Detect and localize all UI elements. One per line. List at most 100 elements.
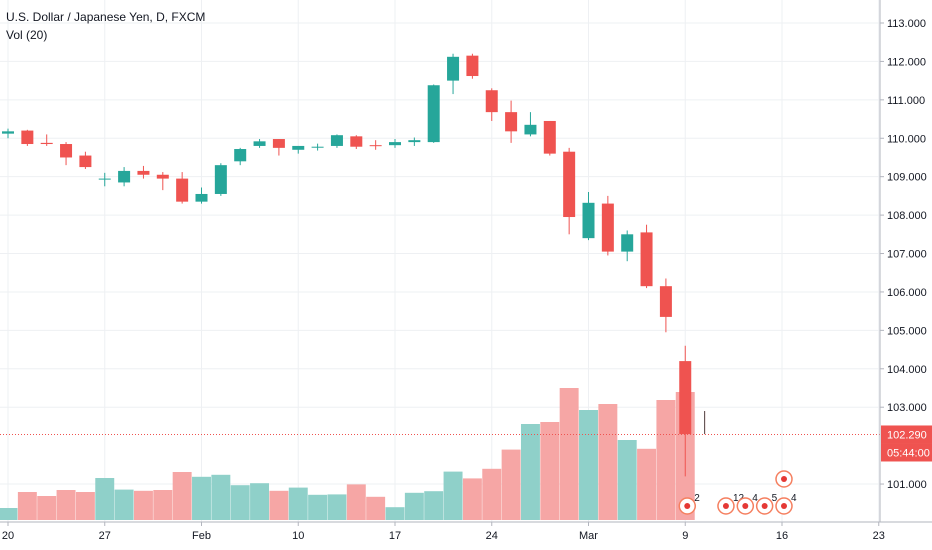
- candle-body: [601, 203, 614, 252]
- event-count: 2: [694, 493, 700, 504]
- time-tick-label: 27: [99, 530, 111, 542]
- volume-bar: [327, 494, 347, 520]
- volume-bar: [637, 448, 657, 520]
- candle-body: [234, 149, 247, 162]
- volume-bar: [37, 496, 57, 520]
- candle-body: [563, 151, 576, 218]
- candle-body: [98, 178, 111, 180]
- event-markers: 2 12 4 5 4: [678, 470, 797, 515]
- time-tick-label: 17: [389, 530, 401, 542]
- candle-body: [621, 234, 634, 252]
- price-tick-label: 103.000: [887, 402, 927, 414]
- volume-bar: [346, 484, 366, 520]
- volume-bar: [424, 491, 444, 520]
- volume-bar: [230, 485, 250, 520]
- candle-body: [137, 170, 150, 175]
- volume-bar: [211, 474, 231, 520]
- candle-body: [408, 140, 421, 143]
- time-axis-bg: [0, 522, 932, 550]
- volume-bar: [559, 388, 579, 520]
- event-dot: [781, 503, 787, 509]
- time-axis: 20 27 Feb 10 17 24 Mar 9 16 23: [0, 521, 932, 550]
- time-tick-label: Feb: [192, 530, 211, 542]
- last-price-badge: [881, 425, 932, 444]
- volume-bar: [617, 440, 637, 520]
- candle-body: [505, 112, 518, 132]
- candle-body: [40, 142, 53, 145]
- candle-body: [272, 139, 285, 148]
- candle-body: [350, 136, 363, 147]
- volume-bar: [385, 507, 405, 520]
- price-axis-bg: [880, 0, 932, 550]
- time-tick-label: 10: [292, 530, 304, 542]
- time-tick-label: 16: [776, 530, 788, 542]
- event-count: 5: [772, 493, 778, 504]
- event-count: 4: [752, 493, 758, 504]
- volume-bar: [56, 490, 76, 520]
- price-tick-label: 105.000: [887, 325, 927, 337]
- volume-bar: [192, 476, 211, 520]
- volume-bar: [540, 422, 560, 520]
- event-dot: [722, 503, 729, 509]
- price-tick-label: 101.000: [887, 479, 927, 491]
- volume-bar: [598, 404, 618, 520]
- volume-bar: [17, 492, 37, 520]
- event-dot: [742, 503, 749, 509]
- price-tick-label: 104.000: [887, 364, 927, 376]
- symbol-title[interactable]: U.S. Dollar / Japanese Yen, D, FXCM: [6, 10, 206, 24]
- candle-body: [118, 170, 131, 183]
- candle-body: [679, 361, 692, 435]
- candle-body: [524, 124, 537, 135]
- volume-bar: [579, 410, 598, 520]
- event-count: 12: [733, 493, 745, 504]
- volume-label[interactable]: Vol (20): [6, 28, 48, 42]
- price-tick-label: 113.000: [887, 18, 926, 30]
- volume-bar: [366, 496, 386, 520]
- price-tick-label: 112.000: [887, 56, 926, 68]
- volume-bar: [520, 424, 540, 520]
- candle-body: [21, 130, 34, 145]
- candle-body: [311, 146, 324, 148]
- candle-body: [60, 144, 73, 158]
- price-tick-label: 108.000: [887, 210, 927, 222]
- candle-body: [640, 232, 653, 287]
- candle-body: [330, 135, 343, 146]
- grid: [0, 0, 880, 522]
- candle-body: [195, 193, 208, 202]
- volume-bar: [656, 400, 676, 520]
- event-dot: [781, 476, 787, 482]
- candle-body: [156, 174, 169, 179]
- candle-body: [176, 178, 189, 202]
- event-count: 4: [791, 493, 797, 504]
- candle-body: [485, 90, 498, 113]
- candle-body: [253, 141, 266, 146]
- candle-body: [214, 165, 227, 194]
- last-price-label: 102.290: [887, 429, 927, 441]
- volume-bar: [133, 490, 153, 520]
- time-tick-label: 9: [682, 530, 688, 542]
- volume-bar: [404, 492, 424, 520]
- volume-bar: [288, 487, 308, 520]
- price-axis: 113.000 112.000 111.000 110.000 109.000 108.0…: [879, 0, 932, 550]
- candle-body: [369, 145, 382, 147]
- volume-bar: [172, 472, 192, 520]
- volume-bar: [443, 471, 463, 520]
- volume-bar: [114, 489, 134, 520]
- candle-body: [2, 131, 14, 134]
- candle-body: [582, 202, 595, 239]
- candle-body: [79, 155, 92, 168]
- volume-bar: [462, 478, 482, 520]
- time-tick-label: Mar: [579, 530, 598, 542]
- time-tick-label: 23: [873, 530, 885, 542]
- countdown-badge: [881, 443, 932, 462]
- candle-body: [389, 142, 401, 146]
- volume-bar: [269, 490, 289, 520]
- volume-bar: [501, 449, 521, 520]
- price-tick-label: 106.000: [887, 287, 927, 299]
- volume-bar: [95, 478, 115, 520]
- candle-body: [543, 120, 556, 154]
- event-dot: [761, 503, 768, 509]
- volume-bar: [482, 468, 502, 520]
